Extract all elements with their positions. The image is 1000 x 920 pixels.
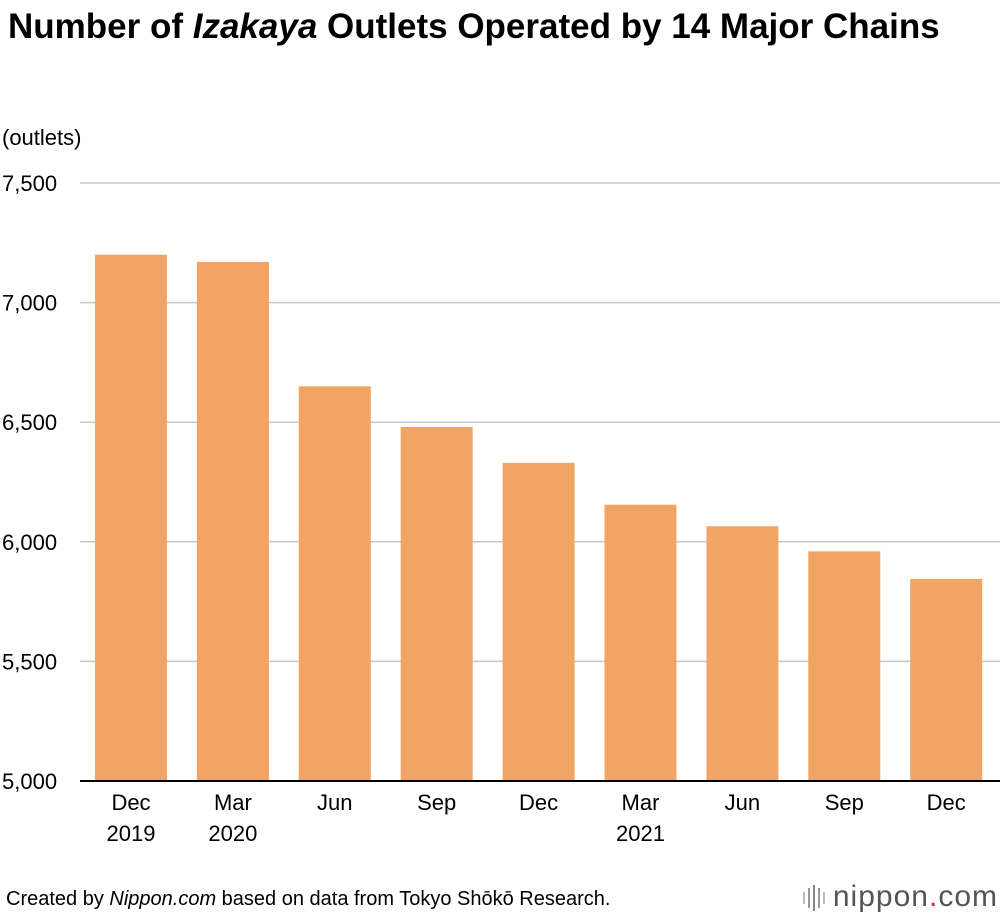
chart-title: Number of Izakaya Outlets Operated by 14… bbox=[8, 4, 988, 49]
x-tick-label: Sep bbox=[825, 790, 864, 815]
x-tick-label: Mar bbox=[622, 790, 660, 815]
source-credit: Created by Nippon.com based on data from… bbox=[6, 888, 610, 911]
logo-mark-icon bbox=[802, 885, 825, 912]
bar bbox=[298, 386, 371, 781]
brand-name: nippon bbox=[832, 880, 929, 913]
title-prefix: Number of bbox=[8, 7, 193, 46]
bar bbox=[400, 426, 473, 781]
y-tick-label: 7,500 bbox=[2, 171, 57, 196]
credit-prefix: Created by bbox=[6, 888, 110, 910]
y-tick-label: 5,500 bbox=[2, 649, 57, 674]
x-tick-label: Dec bbox=[927, 790, 966, 815]
credit-suffix: based on data from Tokyo Shōkō Research. bbox=[216, 888, 611, 910]
bar bbox=[706, 526, 779, 781]
bar bbox=[910, 578, 983, 781]
x-tick-label: 2020 bbox=[208, 821, 257, 846]
bar-chart: 5,000 5,500 6,000 6,500 7,000 7,500 Dec 2019 Mar… bbox=[2, 171, 1000, 846]
bar bbox=[604, 504, 677, 781]
y-tick-label: 5,000 bbox=[2, 769, 57, 794]
x-tick-label: Dec bbox=[111, 790, 150, 815]
brand-tld: com bbox=[938, 880, 998, 913]
x-tick-label: 2019 bbox=[107, 821, 156, 846]
bar bbox=[808, 551, 881, 781]
x-tick-label: 2021 bbox=[616, 821, 665, 846]
y-axis-label: (outlets) bbox=[2, 125, 82, 150]
bar bbox=[95, 254, 167, 781]
x-tick-label: Sep bbox=[417, 790, 456, 815]
x-tick-label: Mar bbox=[214, 790, 252, 815]
credit-brand: Nippon.com bbox=[109, 888, 217, 910]
y-tick-label: 6,500 bbox=[2, 410, 57, 435]
title-suffix: Outlets Operated by 14 Major Chains bbox=[317, 7, 940, 46]
title-emphasis: Izakaya bbox=[192, 7, 318, 46]
nippon-logo: nippon.com bbox=[802, 880, 998, 914]
brand-dot: . bbox=[928, 880, 939, 913]
x-tick-label: Jun bbox=[317, 790, 352, 815]
bar bbox=[502, 462, 575, 781]
x-tick-label: Jun bbox=[725, 790, 760, 815]
y-tick-label: 7,000 bbox=[2, 291, 57, 316]
bar bbox=[196, 261, 269, 781]
y-tick-label: 6,000 bbox=[2, 530, 57, 555]
x-tick-label: Dec bbox=[519, 790, 558, 815]
